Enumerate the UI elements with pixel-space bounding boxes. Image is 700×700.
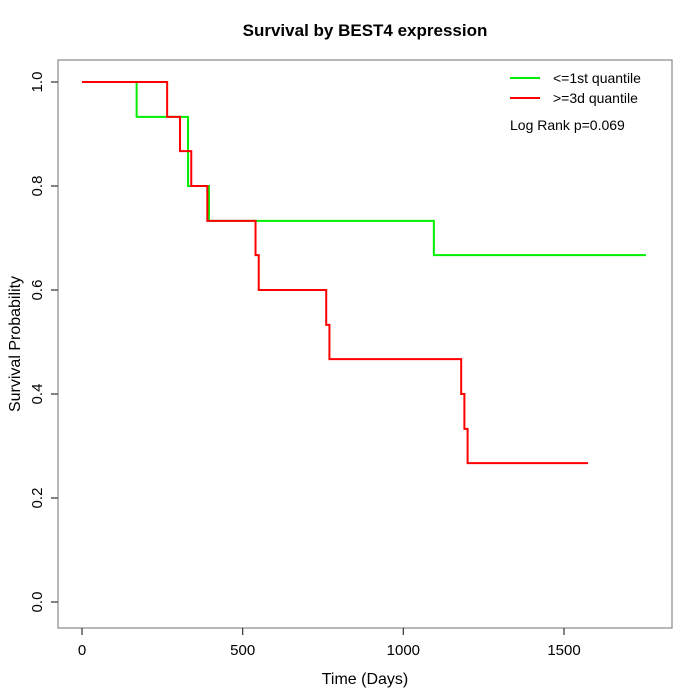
legend-item-high-expression: >=3d quantile <box>510 88 690 108</box>
y-tick-label: 0.4 <box>29 384 46 405</box>
y-tick-label: 0.2 <box>29 488 46 509</box>
survival-curves <box>82 81 646 465</box>
x-tick-label: 500 <box>230 642 255 659</box>
legend: <=1st quantile >=3d quantile Log Rank p=… <box>510 68 690 133</box>
y-axis-title: Survival Probability <box>7 276 24 412</box>
x-axis: 0 500 1000 1500 <box>78 628 581 659</box>
plot-box <box>57 59 673 629</box>
x-tick-label: 1000 <box>387 642 420 659</box>
x-tick-label: 1500 <box>547 642 580 659</box>
legend-line-green-icon <box>510 77 540 79</box>
chart-title: Survival by BEST4 expression <box>243 21 488 40</box>
km-curve-series-1 <box>82 81 589 465</box>
y-axis: 0.0 0.2 0.4 0.6 0.8 1.0 <box>29 72 58 613</box>
legend-line-red-icon <box>510 97 540 99</box>
legend-item-low-expression: <=1st quantile <box>510 68 690 88</box>
y-tick-label: 0.6 <box>29 280 46 301</box>
log-rank-pvalue: Log Rank p=0.069 <box>510 117 625 133</box>
x-axis-title: Time (Days) <box>322 671 409 688</box>
y-tick-label: 1.0 <box>29 72 46 93</box>
x-tick-label: 0 <box>78 642 86 659</box>
legend-label-low-expression: <=1st quantile <box>553 70 641 86</box>
legend-label-high-expression: >=3d quantile <box>553 90 638 106</box>
y-tick-label: 0.0 <box>29 592 46 613</box>
y-tick-label: 0.8 <box>29 176 46 197</box>
